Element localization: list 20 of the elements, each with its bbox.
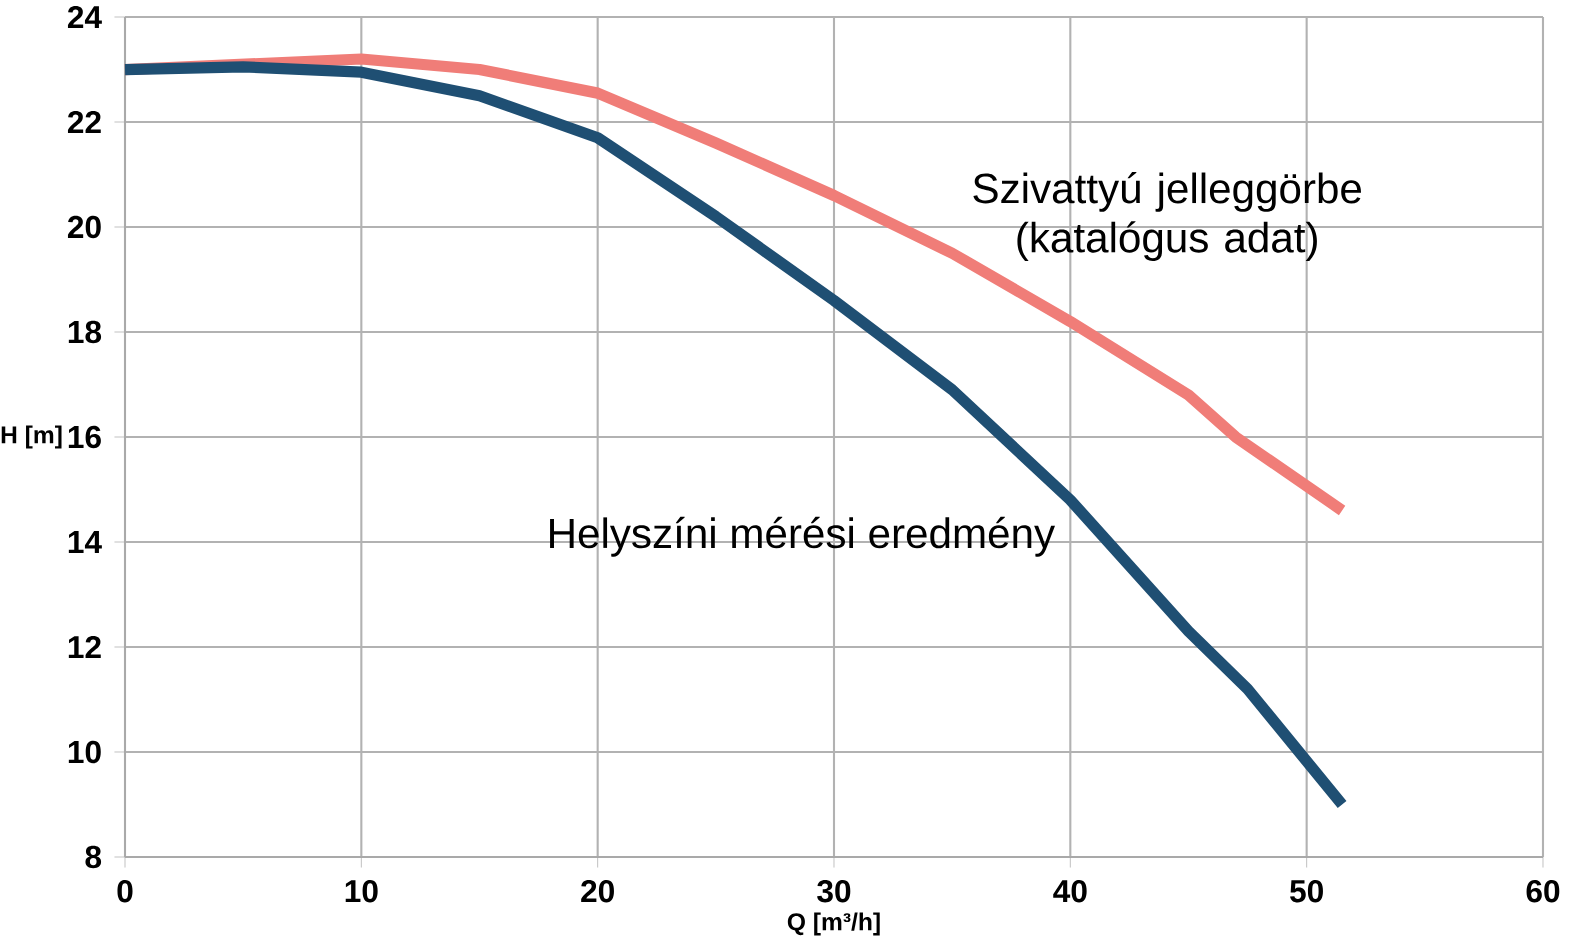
x-tick-label: 0 xyxy=(117,879,133,903)
y-tick-label: 8 xyxy=(85,845,102,869)
y-tick-label: 18 xyxy=(68,320,102,344)
y-tick-label: 14 xyxy=(68,531,102,553)
y-tick-label: 10 xyxy=(68,740,101,764)
y-axis-title: H [m] xyxy=(1,425,62,449)
x-tick-label: 60 xyxy=(1526,879,1560,903)
x-tick-label: 50 xyxy=(1290,879,1323,903)
y-tick-label: 12 xyxy=(68,635,101,659)
y-tick-label: 16 xyxy=(68,425,101,449)
y-tick-label: 22 xyxy=(67,110,101,134)
x-axis-title: Q [m³/h] xyxy=(787,912,880,936)
x-tick-label: 30 xyxy=(817,879,851,903)
y-tick-label: 20 xyxy=(67,215,101,239)
series-label: Helyszíni mérési eredmény xyxy=(550,516,1056,557)
x-tick-label: 20 xyxy=(581,879,614,903)
x-tick-label: 10 xyxy=(345,879,378,903)
series-label: Szivattyú jelleggörbe (katalógus adat) xyxy=(973,172,1361,262)
y-tick-label: 24 xyxy=(67,5,102,29)
x-tick-label: 40 xyxy=(1053,879,1087,903)
